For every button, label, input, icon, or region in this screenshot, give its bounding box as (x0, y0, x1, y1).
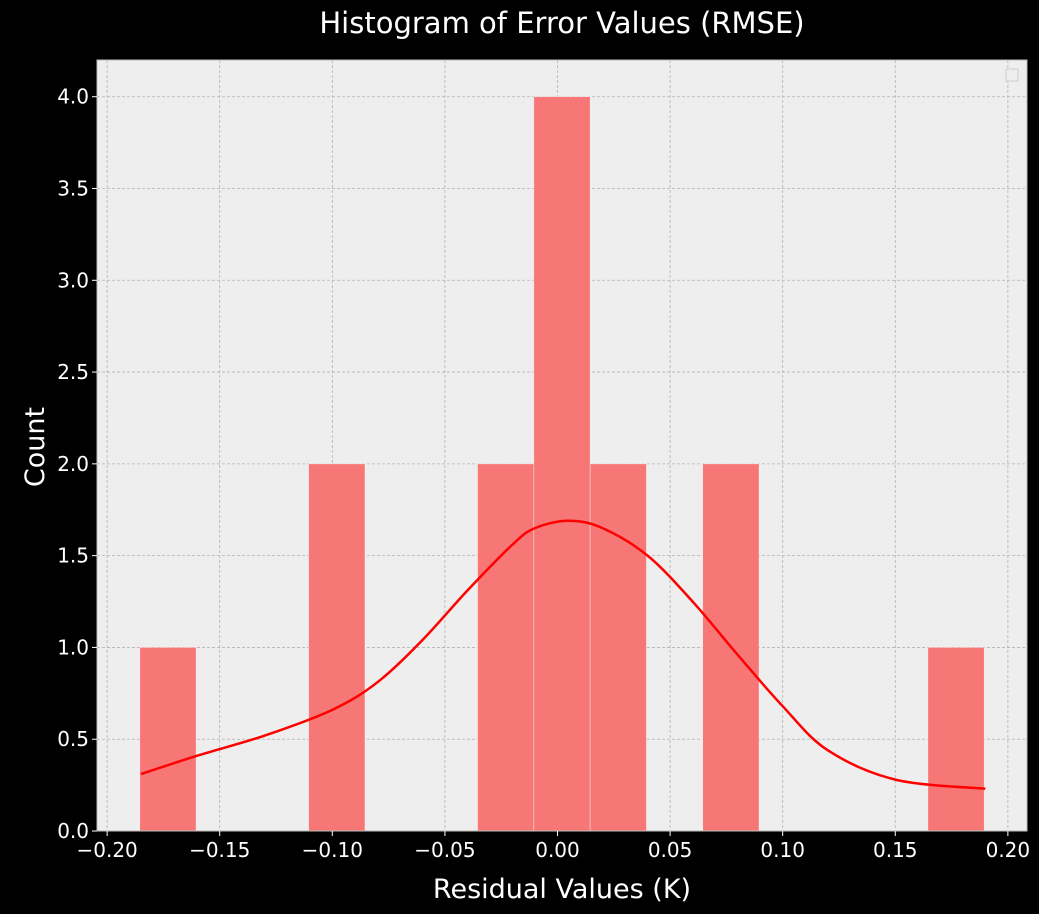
x-tick-label-1: −0.15 (189, 838, 250, 862)
histogram-bar-6 (927, 647, 985, 832)
x-tick-label-6: 0.10 (760, 838, 805, 862)
y-tick-label-5: 2.5 (57, 360, 89, 384)
y-axis-ticks: 0.0 0.5 1.0 1.5 2.0 2.5 3.0 3.5 4.0 (57, 85, 97, 843)
y-tick-label-6: 3.0 (57, 268, 89, 292)
x-axis-ticks: −0.20 −0.15 −0.10 −0.05 0.00 0.05 0.10 0.15 0.20 (76, 831, 1030, 862)
x-tick-label-2: −0.10 (302, 838, 363, 862)
y-tick-label-8: 4.0 (57, 85, 89, 109)
histogram-bar-0 (139, 647, 197, 832)
x-axis-label: Residual Values (K) (433, 874, 691, 905)
histogram-bar-2 (477, 463, 535, 832)
histogram-bar-1 (308, 463, 366, 832)
histogram-bar-3 (533, 96, 591, 832)
kde-curve (140, 519, 986, 791)
y-tick-label-4: 2.0 (57, 452, 89, 476)
x-tick-label-0: −0.20 (76, 838, 137, 862)
y-tick-label-3: 1.5 (57, 544, 89, 568)
x-tick-label-5: 0.05 (648, 838, 693, 862)
chart-title: Histogram of Error Values (RMSE) (319, 6, 804, 40)
histogram-bar-4 (589, 463, 647, 832)
y-tick-label-2: 1.0 (57, 635, 89, 659)
plot-frame (96, 59, 1028, 832)
y-tick-label-1: 0.5 (57, 727, 89, 751)
legend-box (1005, 68, 1019, 82)
x-tick-label-7: 0.15 (873, 838, 918, 862)
y-tick-label-7: 3.5 (57, 177, 89, 201)
x-tick-label-3: −0.05 (414, 838, 475, 862)
y-tick-label-0: 0.0 (57, 819, 89, 843)
x-tick-label-8: 0.20 (986, 838, 1031, 862)
histogram-bars (139, 96, 985, 832)
y-axis-label: Count (20, 407, 51, 487)
x-tick-label-4: 0.00 (535, 838, 580, 862)
